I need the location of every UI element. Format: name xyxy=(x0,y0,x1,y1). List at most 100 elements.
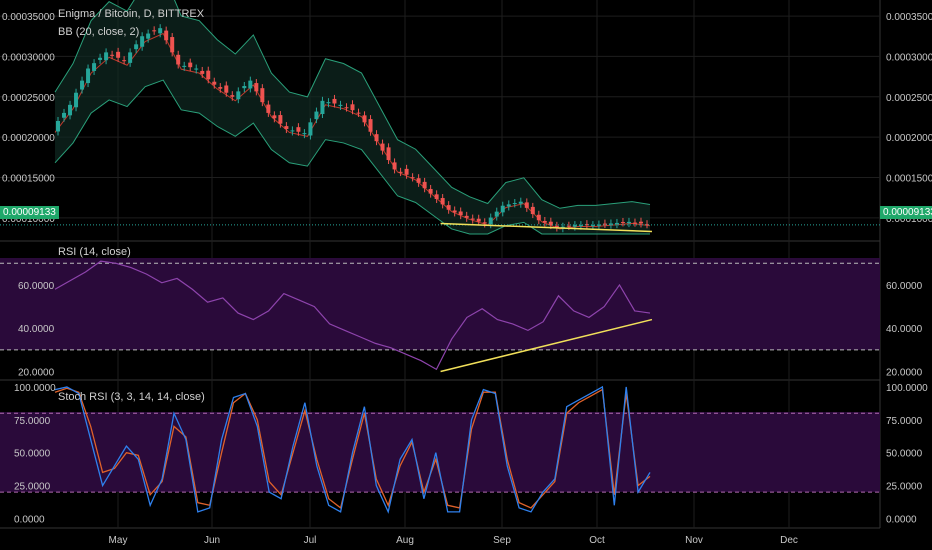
candle-body xyxy=(68,104,73,116)
candle-body xyxy=(356,112,361,114)
candle-body xyxy=(338,104,343,106)
rsi-indicator-label: RSI (14, close) xyxy=(58,246,131,258)
candle-body xyxy=(428,188,433,194)
price-y-tick-left: 0.00025000 xyxy=(2,93,55,104)
candle-body xyxy=(410,177,415,179)
price-trendline xyxy=(440,222,652,233)
symbol-title: Enigma / Bitcoin, D, BITTREX xyxy=(58,8,205,20)
candle-body xyxy=(302,133,307,135)
candle-body xyxy=(278,115,283,124)
candle-body xyxy=(464,215,469,218)
candle-body xyxy=(380,143,385,151)
stoch-y-tick-left: 50.0000 xyxy=(14,449,51,460)
candle-body xyxy=(584,224,589,226)
candle-body xyxy=(254,83,259,92)
price-y-tick-right: 0.00010000 xyxy=(886,214,932,225)
price-y-tick-left: 0.00035000 xyxy=(2,12,55,23)
price-y-tick-right: 0.00030000 xyxy=(886,52,932,63)
candle-body xyxy=(440,198,445,205)
candle-body xyxy=(242,86,247,89)
stoch-pane xyxy=(0,385,880,514)
candle-body xyxy=(518,201,523,204)
bb-lower-band xyxy=(54,79,650,235)
candle-body xyxy=(434,194,439,199)
candle-body xyxy=(194,68,199,70)
candle-body xyxy=(494,211,499,217)
candle-body xyxy=(602,223,607,225)
candle-body xyxy=(644,224,649,226)
candle-body xyxy=(104,52,109,61)
candle-body xyxy=(248,80,253,89)
candle-body xyxy=(206,70,211,80)
axes: May Jun Jul Aug Sep Oct Nov Dec 0.00035000 0.0003… xyxy=(2,12,932,546)
candle-body xyxy=(554,225,559,228)
candle-body xyxy=(362,115,367,123)
candle-body xyxy=(308,122,313,136)
candle-body xyxy=(476,218,481,222)
candle-body xyxy=(80,80,85,90)
rsi-y-tick-left: 40.0000 xyxy=(18,324,55,335)
stoch-indicator-label: Stoch RSI (3, 3, 14, 14, close) xyxy=(58,391,205,403)
candle-body xyxy=(344,107,349,109)
stoch-y-tick-right: 75.0000 xyxy=(886,416,923,427)
candle-body xyxy=(632,222,637,224)
candle-body xyxy=(392,162,397,170)
rsi-line xyxy=(54,260,651,371)
candle-body xyxy=(374,134,379,142)
rsi-y-tick-right: 40.0000 xyxy=(886,324,923,335)
candle-body xyxy=(320,100,325,114)
price-y-tick-left: 0.00015000 xyxy=(2,173,55,184)
candle-body xyxy=(134,44,139,50)
bb-upper-band xyxy=(54,0,651,209)
stoch-y-tick-right: 50.0000 xyxy=(886,449,923,460)
candle-body xyxy=(128,52,133,63)
candle-body xyxy=(386,147,391,160)
price-y-tick-right: 0.00015000 xyxy=(886,173,932,184)
candle-body xyxy=(224,85,229,93)
candle-body xyxy=(62,112,67,118)
x-tick-label: Aug xyxy=(396,535,414,546)
price-pane xyxy=(0,0,880,235)
price-y-tick-left: 0.00020000 xyxy=(2,133,55,144)
stoch-y-tick-right: 0.0000 xyxy=(886,514,917,525)
candle-body xyxy=(86,68,91,84)
candle-body xyxy=(416,178,421,183)
candle-body xyxy=(230,95,235,97)
candle-body xyxy=(326,102,331,104)
candle-body xyxy=(422,181,427,189)
candle-body xyxy=(170,37,175,53)
x-tick-label: Oct xyxy=(589,535,605,546)
bb-indicator-label: BB (20, close, 2) xyxy=(58,26,140,38)
candle-body xyxy=(332,98,337,104)
stoch-y-tick-right: 25.0000 xyxy=(886,482,923,493)
candle-body xyxy=(608,223,613,225)
candle-body xyxy=(98,57,103,60)
x-tick-label: May xyxy=(109,535,128,546)
candle-body xyxy=(350,104,355,111)
stoch-k-line xyxy=(54,385,651,514)
candle-body xyxy=(398,171,403,173)
candle-body xyxy=(536,214,541,221)
candle-body xyxy=(284,126,289,130)
candle-body xyxy=(158,28,163,34)
x-tick-label: Jun xyxy=(204,535,220,546)
price-y-tick-right: 0.00035000 xyxy=(886,12,932,23)
rsi-y-tick-left: 60.0000 xyxy=(18,281,55,292)
candle-body xyxy=(212,81,217,85)
candle-body xyxy=(116,51,121,58)
rsi-y-tick-right: 60.0000 xyxy=(886,281,923,292)
candle-body xyxy=(590,225,595,227)
candle-body xyxy=(92,63,97,71)
candle-body xyxy=(290,130,295,132)
price-y-tick-right: 0.00025000 xyxy=(886,93,932,104)
candle-body xyxy=(626,221,631,224)
candle-body xyxy=(164,30,169,41)
candle-body xyxy=(272,115,277,119)
candle-body xyxy=(368,119,373,132)
candle-body xyxy=(452,210,457,213)
rsi-y-tick-right: 20.0000 xyxy=(886,368,923,379)
price-y-tick-left: 0.00010000 xyxy=(2,214,55,225)
rsi-pane xyxy=(0,260,880,373)
candle-body xyxy=(506,204,511,207)
candle-body xyxy=(146,33,151,39)
